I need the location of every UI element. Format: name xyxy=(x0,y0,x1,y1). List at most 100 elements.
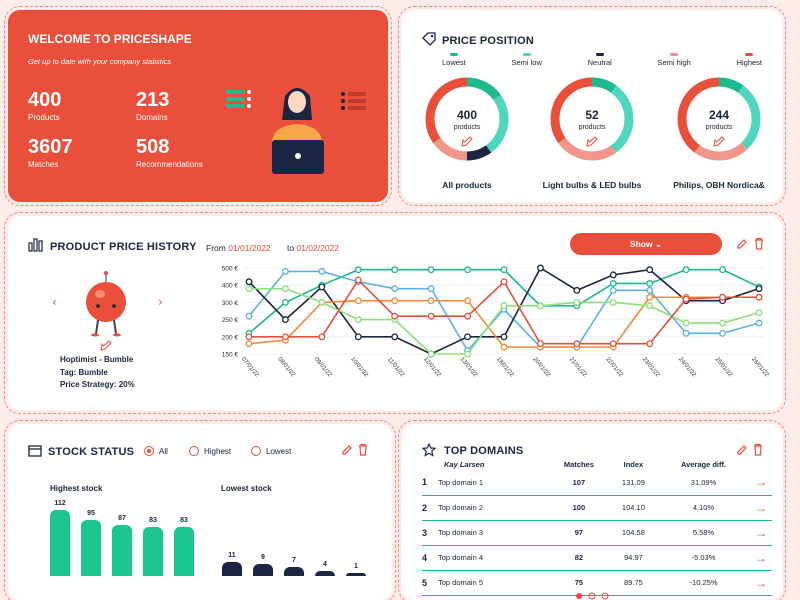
domains-table: Kay Larsen Matches Index Average diff. 1… xyxy=(422,458,772,596)
stat-matches: 3607 Matches xyxy=(28,137,73,169)
series-point xyxy=(646,266,654,274)
stock-bar-value: 1 xyxy=(354,563,358,570)
date-from[interactable]: From 01/01/2022 xyxy=(206,243,271,253)
filter-label: All xyxy=(159,446,168,456)
series-point xyxy=(682,319,690,327)
series-point xyxy=(427,266,435,274)
legend-swatch xyxy=(595,53,604,56)
stat-value: 3607 xyxy=(28,136,73,158)
table-row[interactable]: 4 Top domain 4 82 94.97 -5.03% → xyxy=(422,545,772,571)
row-matches: 82 xyxy=(548,545,610,571)
pagination-dots[interactable] xyxy=(574,592,614,600)
filter-lowest[interactable]: Lowest xyxy=(251,446,291,456)
row-index: 104.10 xyxy=(609,495,658,521)
row-diff: 31.09% xyxy=(657,470,750,496)
filter-all[interactable]: All xyxy=(144,446,168,456)
x-tick-label: 22/01/22 xyxy=(604,356,624,378)
series-point xyxy=(245,278,253,286)
price-position-card: PRICE POSITION Lowest Semi low Neutral S… xyxy=(398,6,786,206)
from-date: 01/01/2022 xyxy=(228,243,271,253)
donut-chart-all[interactable]: 400 products xyxy=(422,74,512,164)
donut-chart-philips[interactable]: 244 products xyxy=(674,74,764,164)
series-point xyxy=(391,285,399,293)
row-diff: 5.58% xyxy=(657,520,750,546)
series-point xyxy=(646,286,654,294)
price-history-chart[interactable]: 500 € 400 € 300 € 250 € 200 € 150 €07/01/22 08… xyxy=(200,260,774,410)
x-tick-label: 24/01/22 xyxy=(677,356,697,378)
donut-value: 400 xyxy=(457,108,477,122)
row-rank: 2 xyxy=(422,495,438,521)
donut-label: All products xyxy=(442,180,492,190)
date-to[interactable]: to 01/02/2022 xyxy=(287,243,339,253)
x-tick-label: 09/01/22 xyxy=(313,356,333,378)
x-tick-label: 12/01/22 xyxy=(422,356,442,378)
table-row[interactable]: 3 Top domain 3 97 104.58 5.58% → xyxy=(422,520,772,546)
legend-label: Highest xyxy=(736,58,762,67)
product-strategy: Price Strategy: 20% xyxy=(60,380,135,389)
row-index: 131.09 xyxy=(609,470,658,496)
donut-unit: products xyxy=(579,124,606,131)
chevron-left-icon: ‹ xyxy=(52,295,57,309)
legend-label: Semi high xyxy=(657,58,691,67)
series-point xyxy=(682,329,690,337)
edit-icon[interactable] xyxy=(341,444,353,456)
stat-label: Products xyxy=(28,113,60,122)
arrow-right-icon[interactable]: → xyxy=(750,470,772,496)
trash-icon[interactable] xyxy=(753,237,765,250)
donut-value: 244 xyxy=(709,108,729,122)
donut-label: Philips, OBH Nordica& xyxy=(673,180,765,190)
donut-segment xyxy=(550,77,634,161)
stock-status-title: STOCK STATUS xyxy=(48,446,135,458)
series-point xyxy=(573,286,581,294)
price-legend: Lowest Semi low Neutral Semi high Highes… xyxy=(442,53,762,67)
edit-icon[interactable] xyxy=(736,444,748,456)
series-point xyxy=(609,280,617,287)
series-point xyxy=(464,266,472,274)
stat-label: Matches xyxy=(28,160,59,169)
series-point xyxy=(427,312,435,320)
radio-icon xyxy=(251,446,261,456)
y-tick-label: 200 € xyxy=(222,334,239,341)
series-point xyxy=(318,298,326,306)
donut-segment xyxy=(425,77,509,161)
arrow-right-icon[interactable]: → xyxy=(750,545,772,571)
series-point xyxy=(281,285,289,293)
table-row[interactable]: 5 Top domain 5 75 89.75 -10.25% → xyxy=(422,570,772,596)
series-point xyxy=(500,333,508,341)
col-action xyxy=(750,458,772,470)
top-domains-card: TOP DOMAINS Kay Larsen Matches Index Ave… xyxy=(398,420,786,600)
series-point xyxy=(719,293,727,301)
trash-icon[interactable] xyxy=(752,443,764,456)
row-rank: 1 xyxy=(422,470,438,496)
legend-item: Neutral xyxy=(588,53,612,67)
page-dot xyxy=(588,592,596,600)
row-domain: Top domain 3 xyxy=(438,520,548,546)
series-point xyxy=(646,280,654,287)
series-point xyxy=(354,276,362,284)
edit-icon[interactable] xyxy=(736,238,748,250)
arrow-right-icon[interactable]: → xyxy=(750,520,772,546)
page-dot-active xyxy=(576,593,582,599)
show-button[interactable]: Show ⌄ xyxy=(570,233,722,255)
row-domain: Top domain 2 xyxy=(438,495,548,521)
series-point xyxy=(682,295,690,303)
stock-bar xyxy=(143,527,163,576)
legend-label: Semi low xyxy=(511,58,542,67)
table-row[interactable]: 2 Top domain 2 100 104.10 4.10% → xyxy=(422,495,772,521)
filter-highest[interactable]: Highest xyxy=(189,446,231,456)
col-index: Index xyxy=(623,459,644,469)
stock-bar xyxy=(253,564,273,576)
arrow-right-icon[interactable]: → xyxy=(750,495,772,521)
row-diff: 4.10% xyxy=(657,495,750,521)
series-point xyxy=(391,312,399,320)
series-point xyxy=(281,333,289,341)
table-row[interactable]: 1 Top domain 1 107 131.09 31.09% → xyxy=(422,470,772,496)
trash-icon[interactable] xyxy=(357,443,369,456)
arrow-right-icon[interactable]: → xyxy=(750,570,772,596)
donut-chart-bulbs[interactable]: 52 products xyxy=(547,74,637,164)
series-point xyxy=(646,293,654,301)
x-tick-label: 21/01/22 xyxy=(568,356,588,378)
donut-segment xyxy=(425,77,509,161)
stock-bar-value: 112 xyxy=(54,500,66,507)
series-point xyxy=(354,333,362,341)
